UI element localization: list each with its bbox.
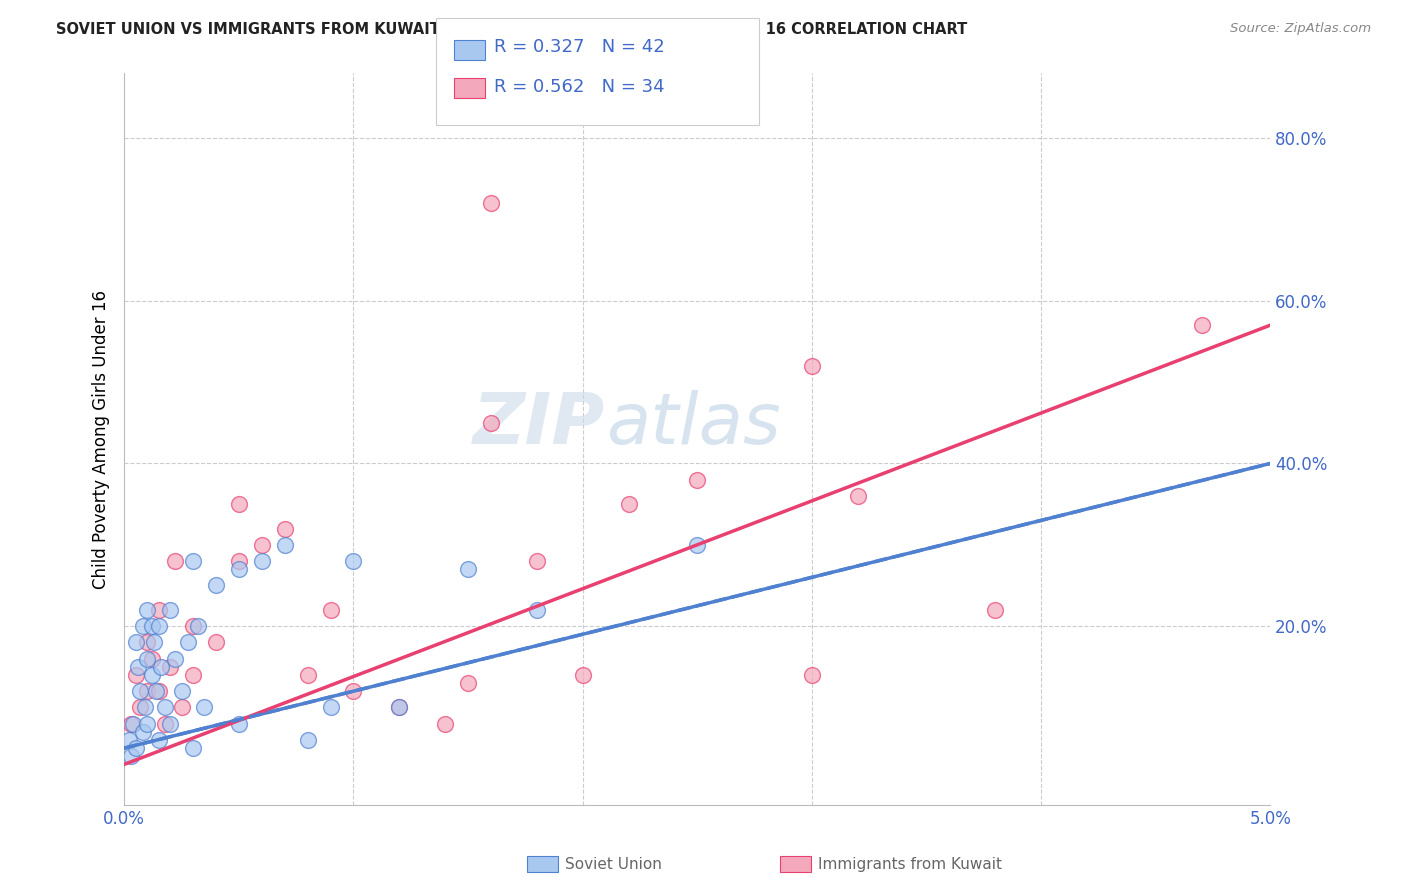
Point <box>228 554 250 568</box>
Point <box>319 603 342 617</box>
Y-axis label: Child Poverty Among Girls Under 16: Child Poverty Among Girls Under 16 <box>93 290 110 589</box>
Point <box>457 562 479 576</box>
Text: R = 0.327   N = 42: R = 0.327 N = 42 <box>494 38 664 56</box>
Point <box>526 603 548 617</box>
Text: Immigrants from Kuwait: Immigrants from Kuwait <box>818 857 1002 871</box>
Point <box>170 684 193 698</box>
Point <box>205 578 228 592</box>
Point <box>122 716 145 731</box>
Point <box>319 700 342 714</box>
Text: Source: ZipAtlas.com: Source: ZipAtlas.com <box>1230 22 1371 36</box>
Point <box>297 733 319 747</box>
Point <box>273 521 295 535</box>
Point <box>136 651 159 665</box>
Point <box>120 749 142 764</box>
Point <box>177 635 200 649</box>
Point <box>297 668 319 682</box>
Point <box>181 741 204 756</box>
Point <box>143 635 166 649</box>
Point <box>136 603 159 617</box>
Point <box>163 651 186 665</box>
Point <box>125 668 148 682</box>
Point <box>187 619 209 633</box>
Point <box>159 660 181 674</box>
Point <box>181 668 204 682</box>
Point <box>148 619 170 633</box>
Point <box>163 554 186 568</box>
Point <box>141 668 163 682</box>
Point <box>193 700 215 714</box>
Point <box>136 716 159 731</box>
Point <box>159 603 181 617</box>
Point <box>250 538 273 552</box>
Point <box>228 716 250 731</box>
Point <box>250 554 273 568</box>
Point <box>131 724 153 739</box>
Text: ZIP: ZIP <box>474 390 606 458</box>
Point <box>686 473 709 487</box>
Point <box>181 554 204 568</box>
Point <box>155 700 177 714</box>
Point <box>273 538 295 552</box>
Text: atlas: atlas <box>606 390 780 458</box>
Point <box>846 489 869 503</box>
Point <box>617 497 640 511</box>
Point <box>434 716 457 731</box>
Point <box>571 668 593 682</box>
Point <box>149 660 172 674</box>
Point <box>148 733 170 747</box>
Point <box>134 700 156 714</box>
Point <box>141 651 163 665</box>
Point <box>145 684 167 698</box>
Point <box>1191 318 1213 333</box>
Point <box>131 619 153 633</box>
Point <box>479 416 502 430</box>
Point <box>342 554 364 568</box>
Point <box>118 733 141 747</box>
Point <box>228 497 250 511</box>
Point <box>800 668 823 682</box>
Point <box>479 196 502 211</box>
Point <box>155 716 177 731</box>
Point <box>388 700 411 714</box>
Point <box>136 635 159 649</box>
Point <box>388 700 411 714</box>
Point <box>120 716 142 731</box>
Point <box>125 635 148 649</box>
Point <box>125 741 148 756</box>
Point <box>181 619 204 633</box>
Text: Soviet Union: Soviet Union <box>565 857 662 871</box>
Text: R = 0.562   N = 34: R = 0.562 N = 34 <box>494 78 664 95</box>
Point <box>457 676 479 690</box>
Point <box>228 562 250 576</box>
Point <box>800 359 823 373</box>
Point <box>129 684 152 698</box>
Point <box>526 554 548 568</box>
Point <box>984 603 1007 617</box>
Point <box>148 603 170 617</box>
Point <box>342 684 364 698</box>
Point <box>159 716 181 731</box>
Text: SOVIET UNION VS IMMIGRANTS FROM KUWAIT CHILD POVERTY AMONG GIRLS UNDER 16 CORREL: SOVIET UNION VS IMMIGRANTS FROM KUWAIT C… <box>56 22 967 37</box>
Point <box>129 700 152 714</box>
Point <box>170 700 193 714</box>
Point <box>148 684 170 698</box>
Point <box>205 635 228 649</box>
Point <box>136 684 159 698</box>
Point <box>686 538 709 552</box>
Point <box>127 660 149 674</box>
Point <box>141 619 163 633</box>
